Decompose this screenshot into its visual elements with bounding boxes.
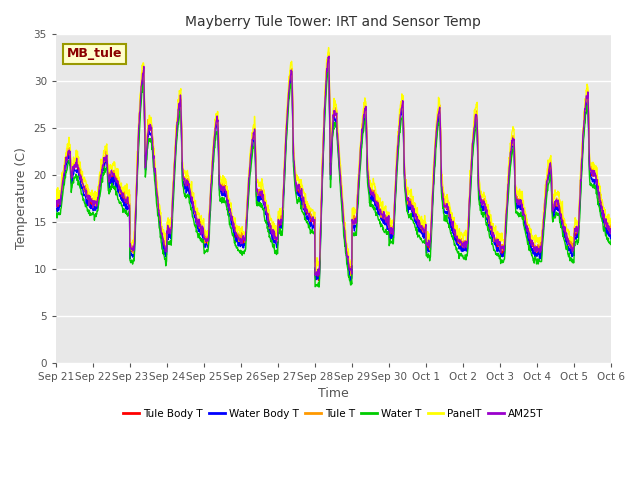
Tule T bbox=[175, 96, 183, 102]
AM25T bbox=[314, 273, 322, 278]
Line: Water T: Water T bbox=[56, 68, 611, 287]
Water T bbox=[542, 204, 550, 210]
Line: Water Body T: Water Body T bbox=[56, 61, 611, 280]
Water T bbox=[493, 251, 500, 257]
AM25T bbox=[237, 237, 245, 242]
Water T bbox=[52, 207, 60, 213]
PanelT bbox=[420, 223, 428, 229]
Tule T bbox=[542, 189, 550, 195]
PanelT bbox=[175, 88, 183, 94]
Water T bbox=[162, 263, 170, 269]
X-axis label: Time: Time bbox=[318, 387, 349, 400]
Tule Body T bbox=[315, 277, 323, 283]
Water T bbox=[607, 237, 615, 243]
Title: Mayberry Tule Tower: IRT and Sensor Temp: Mayberry Tule Tower: IRT and Sensor Temp bbox=[186, 15, 481, 29]
Water Body T bbox=[237, 242, 245, 248]
Water Body T bbox=[52, 207, 60, 213]
Water Body T bbox=[493, 248, 500, 253]
Water Body T bbox=[324, 59, 332, 64]
Tule T bbox=[493, 231, 500, 237]
Water Body T bbox=[420, 235, 428, 240]
Tule Body T bbox=[162, 252, 170, 257]
PanelT bbox=[542, 184, 550, 190]
Tule Body T bbox=[542, 193, 550, 199]
Tule T bbox=[52, 198, 60, 204]
Tule Body T bbox=[607, 230, 615, 236]
Line: Tule Body T: Tule Body T bbox=[56, 57, 611, 280]
Tule Body T bbox=[420, 226, 428, 231]
PanelT bbox=[52, 192, 60, 197]
AM25T bbox=[52, 204, 60, 209]
Water Body T bbox=[347, 277, 355, 283]
AM25T bbox=[175, 100, 183, 106]
PanelT bbox=[162, 231, 170, 237]
Water T bbox=[420, 238, 428, 243]
Legend: Tule Body T, Water Body T, Tule T, Water T, PanelT, AM25T: Tule Body T, Water Body T, Tule T, Water… bbox=[119, 405, 548, 423]
Water Body T bbox=[175, 110, 183, 116]
AM25T bbox=[542, 192, 550, 198]
Tule Body T bbox=[175, 102, 183, 108]
AM25T bbox=[607, 231, 615, 237]
Water T bbox=[237, 250, 245, 256]
Tule Body T bbox=[237, 239, 245, 245]
Line: PanelT: PanelT bbox=[56, 48, 611, 272]
Tule Body T bbox=[52, 199, 60, 205]
AM25T bbox=[493, 241, 500, 247]
Text: MB_tule: MB_tule bbox=[67, 48, 122, 60]
Water Body T bbox=[542, 197, 550, 203]
Tule T bbox=[420, 224, 428, 229]
Water T bbox=[175, 114, 183, 120]
Tule T bbox=[162, 247, 170, 252]
Tule T bbox=[324, 49, 332, 55]
PanelT bbox=[237, 225, 245, 231]
PanelT bbox=[312, 269, 320, 275]
Water Body T bbox=[162, 254, 170, 260]
PanelT bbox=[607, 216, 615, 221]
AM25T bbox=[162, 247, 170, 252]
Line: Tule T: Tule T bbox=[56, 52, 611, 276]
Line: AM25T: AM25T bbox=[56, 56, 611, 276]
Water T bbox=[315, 284, 323, 290]
AM25T bbox=[325, 53, 333, 59]
Tule T bbox=[347, 273, 355, 278]
AM25T bbox=[420, 228, 428, 234]
Tule T bbox=[607, 228, 615, 234]
PanelT bbox=[324, 45, 332, 50]
Tule T bbox=[237, 235, 245, 241]
Tule Body T bbox=[324, 54, 332, 60]
Water T bbox=[325, 65, 333, 71]
Tule Body T bbox=[493, 244, 500, 250]
Water Body T bbox=[607, 232, 615, 238]
Y-axis label: Temperature (C): Temperature (C) bbox=[15, 147, 28, 250]
PanelT bbox=[493, 230, 500, 236]
